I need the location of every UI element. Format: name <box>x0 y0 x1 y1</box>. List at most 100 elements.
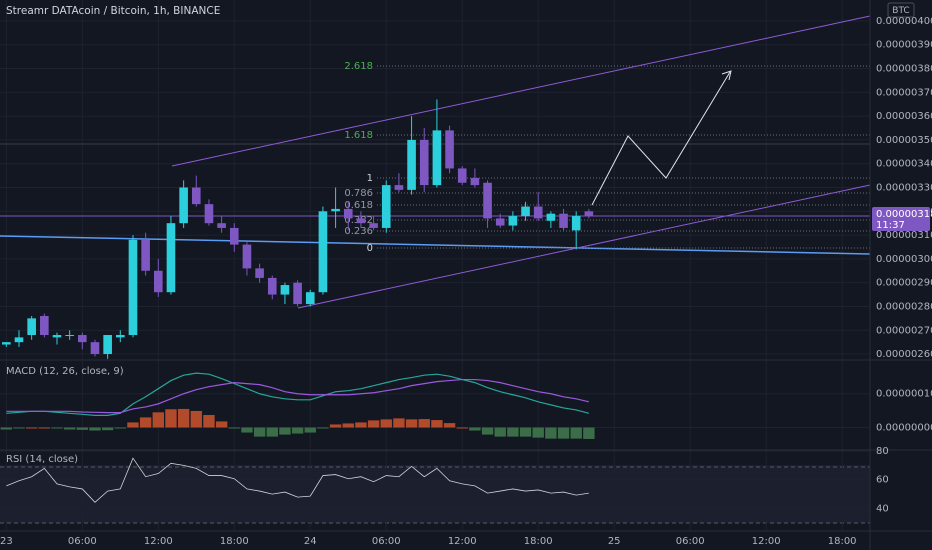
candle-body <box>14 337 24 343</box>
candle-body <box>2 342 11 345</box>
candle-body <box>65 335 74 337</box>
histogram-bar <box>329 424 342 428</box>
candle-body <box>128 239 138 336</box>
candle-body <box>483 182 492 219</box>
x-tick-label: 06:00 <box>68 536 97 547</box>
histogram-bar <box>190 410 202 428</box>
candle-body <box>533 206 543 219</box>
candle-body <box>229 227 239 245</box>
histogram-bar <box>25 427 38 429</box>
macd-line <box>6 378 590 414</box>
candle-body <box>419 139 429 186</box>
last-price-box <box>872 207 930 231</box>
histogram-bar <box>393 418 405 428</box>
histogram-bar <box>507 427 519 437</box>
histogram-bar <box>101 427 114 431</box>
histogram-bar <box>203 415 215 428</box>
x-tick-label: 18:00 <box>220 536 249 547</box>
plots <box>0 99 595 503</box>
y-tick-label: 40 <box>876 503 889 514</box>
candle-body <box>559 213 568 228</box>
fib-label: 2.618 <box>344 61 373 72</box>
candle-body <box>432 130 442 186</box>
y-tick-label: 0.00000360 <box>876 111 932 122</box>
histogram-bar <box>253 427 266 437</box>
fibonacci <box>377 65 870 249</box>
x-tick-label: 23 <box>0 536 13 547</box>
histogram-bar <box>0 427 13 430</box>
y-tick-label: 0.00000400 <box>876 16 932 27</box>
histogram-bar <box>532 427 544 438</box>
histogram-bar <box>177 408 190 428</box>
y-tick-label: 0.00000340 <box>876 159 932 170</box>
histogram-bar <box>291 427 304 434</box>
candle-body <box>103 335 112 355</box>
candle-body <box>445 130 454 169</box>
macd-title: MACD (12, 26, close, 9) <box>6 366 124 377</box>
fib-label: 0 <box>367 243 373 254</box>
histogram-bar <box>557 427 570 439</box>
histogram-bar <box>317 427 329 429</box>
candle-body <box>280 285 290 295</box>
y-tick-label: 60 <box>876 475 889 486</box>
rsi-line <box>6 457 589 503</box>
candle-body <box>255 268 264 278</box>
candle-body <box>90 342 100 355</box>
candle-body <box>305 292 315 305</box>
candle-body <box>293 282 302 305</box>
projection-arrow <box>591 71 731 206</box>
histogram-bar <box>51 427 63 429</box>
candle-body <box>318 211 328 293</box>
candle-body <box>521 206 530 217</box>
candle-body <box>204 204 214 224</box>
candle-body <box>179 187 188 224</box>
rsi-title: RSI (14, close) <box>6 454 78 465</box>
chart-title: Streamr DATAcoin / Bitcoin, 1h, BINANCE <box>6 5 220 17</box>
histogram-bar <box>545 427 557 439</box>
candle-body <box>495 218 505 226</box>
fib-label: 1 <box>367 173 373 184</box>
candle-body <box>331 208 340 212</box>
candle-body <box>141 239 150 271</box>
histogram-bar <box>481 427 494 435</box>
candle-body <box>508 216 518 226</box>
histogram-bar <box>165 409 177 428</box>
x-tick-label: 25 <box>608 536 621 547</box>
candle-body <box>52 335 62 338</box>
x-tick-label: 12:00 <box>448 536 477 547</box>
histogram-bar <box>215 421 228 428</box>
candle-body <box>343 208 353 219</box>
histogram-bar <box>456 427 468 429</box>
histogram-bar <box>355 422 367 428</box>
y-tick-label: 0.00000370 <box>876 87 932 98</box>
histogram-bar <box>583 427 595 439</box>
histogram-bar <box>494 427 506 437</box>
axes: 23 06:00 12:00 18:00 24 06:00 12:00 18:00 25 06:0… <box>0 16 932 547</box>
candle-body <box>78 335 87 343</box>
candle-body <box>166 223 176 293</box>
y-tick-label: 0.00000300 <box>876 254 932 265</box>
histogram-bar <box>342 423 354 428</box>
candle-body <box>356 218 366 224</box>
histogram-bar <box>431 420 443 428</box>
histogram-bar <box>76 427 89 430</box>
x-tick-label: 12:00 <box>752 536 781 547</box>
candle-body <box>153 270 163 293</box>
histogram-bar <box>266 427 278 437</box>
histogram-bar <box>367 420 380 428</box>
histogram-bar <box>570 427 582 439</box>
x-tick-label: 06:00 <box>372 536 401 547</box>
y-tick-label: 0.00000270 <box>876 325 932 336</box>
macd-line <box>6 372 590 416</box>
histogram-bar <box>469 427 481 431</box>
fib-label: 0.236 <box>344 226 373 237</box>
y-tick-label: 0.00000280 <box>876 301 932 312</box>
fib-label: 0.618 <box>344 200 373 211</box>
histogram-bar <box>38 427 51 429</box>
candle-body <box>457 168 467 183</box>
y-tick-label: 0.00000260 <box>876 349 932 360</box>
fib-label: 0.786 <box>344 188 373 199</box>
histogram-bar <box>380 419 392 428</box>
currency: BTC <box>892 6 909 16</box>
y-tick-label: 80 <box>876 446 889 457</box>
